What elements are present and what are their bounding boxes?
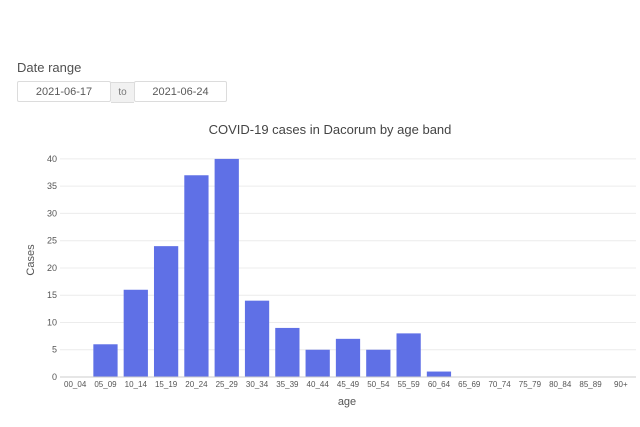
x-tick-label: 70_74 [488, 380, 511, 389]
x-axis-title: age [338, 396, 356, 408]
bar-30_34[interactable] [244, 300, 270, 377]
y-tick-label: 35 [47, 181, 57, 191]
bar-15_19[interactable] [153, 246, 179, 377]
x-tick-label: 90+ [614, 380, 628, 389]
y-tick-label: 10 [47, 317, 57, 327]
x-tick-label: 55_59 [398, 380, 421, 389]
x-tick-label: 50_54 [367, 380, 390, 389]
bar-45_49[interactable] [335, 338, 361, 377]
y-tick-label: 30 [47, 208, 57, 218]
x-tick-label: 60_64 [428, 380, 451, 389]
y-tick-label: 20 [47, 263, 57, 273]
bar-55_59[interactable] [396, 333, 421, 377]
bar-50_54[interactable] [366, 349, 391, 377]
x-tick-label: 65_69 [458, 380, 481, 389]
x-tick-label: 75_79 [519, 380, 542, 389]
x-tick-label: 80_84 [549, 380, 572, 389]
bar-40_44[interactable] [305, 349, 330, 377]
x-tick-label: 25_29 [216, 380, 239, 389]
y-tick-label: 40 [47, 154, 57, 164]
bar-25_29[interactable] [214, 158, 239, 377]
x-tick-label: 10_14 [125, 380, 148, 389]
date-range-separator: to [111, 82, 134, 103]
date-end-input[interactable]: 2021-06-24 [134, 81, 227, 102]
chart-title: COVID-19 cases in Dacorum by age band [209, 122, 452, 137]
x-tick-label: 20_24 [185, 380, 208, 389]
bar-10_14[interactable] [123, 289, 148, 377]
x-tick-label: 00_04 [64, 380, 87, 389]
date-start-input[interactable]: 2021-06-17 [17, 81, 111, 102]
x-axis-ticks: 00_04 05_09 10_14 15_19 20_24 25_29 30_34 35_39… [64, 380, 628, 389]
y-tick-label: 15 [47, 290, 57, 300]
bar-05_09[interactable] [93, 344, 118, 377]
y-tick-label: 5 [52, 345, 57, 355]
y-tick-label: 25 [47, 236, 57, 246]
x-tick-label: 85_89 [579, 380, 602, 389]
bar-20_24[interactable] [184, 175, 209, 377]
x-tick-label: 40_44 [307, 380, 330, 389]
y-tick-label: 0 [52, 372, 57, 382]
x-tick-label: 30_34 [246, 380, 269, 389]
bar-35_39[interactable] [275, 327, 300, 377]
y-axis-title: Cases [25, 244, 37, 276]
chart-bars [93, 158, 452, 377]
x-tick-label: 45_49 [337, 380, 360, 389]
x-tick-label: 15_19 [155, 380, 178, 389]
bar-60_64[interactable] [426, 371, 452, 377]
y-axis-ticks: 0 5 10 15 20 25 30 35 40 [47, 154, 57, 382]
x-tick-label: 05_09 [94, 380, 117, 389]
date-range-label: Date range [17, 60, 82, 75]
x-tick-label: 35_39 [276, 380, 299, 389]
